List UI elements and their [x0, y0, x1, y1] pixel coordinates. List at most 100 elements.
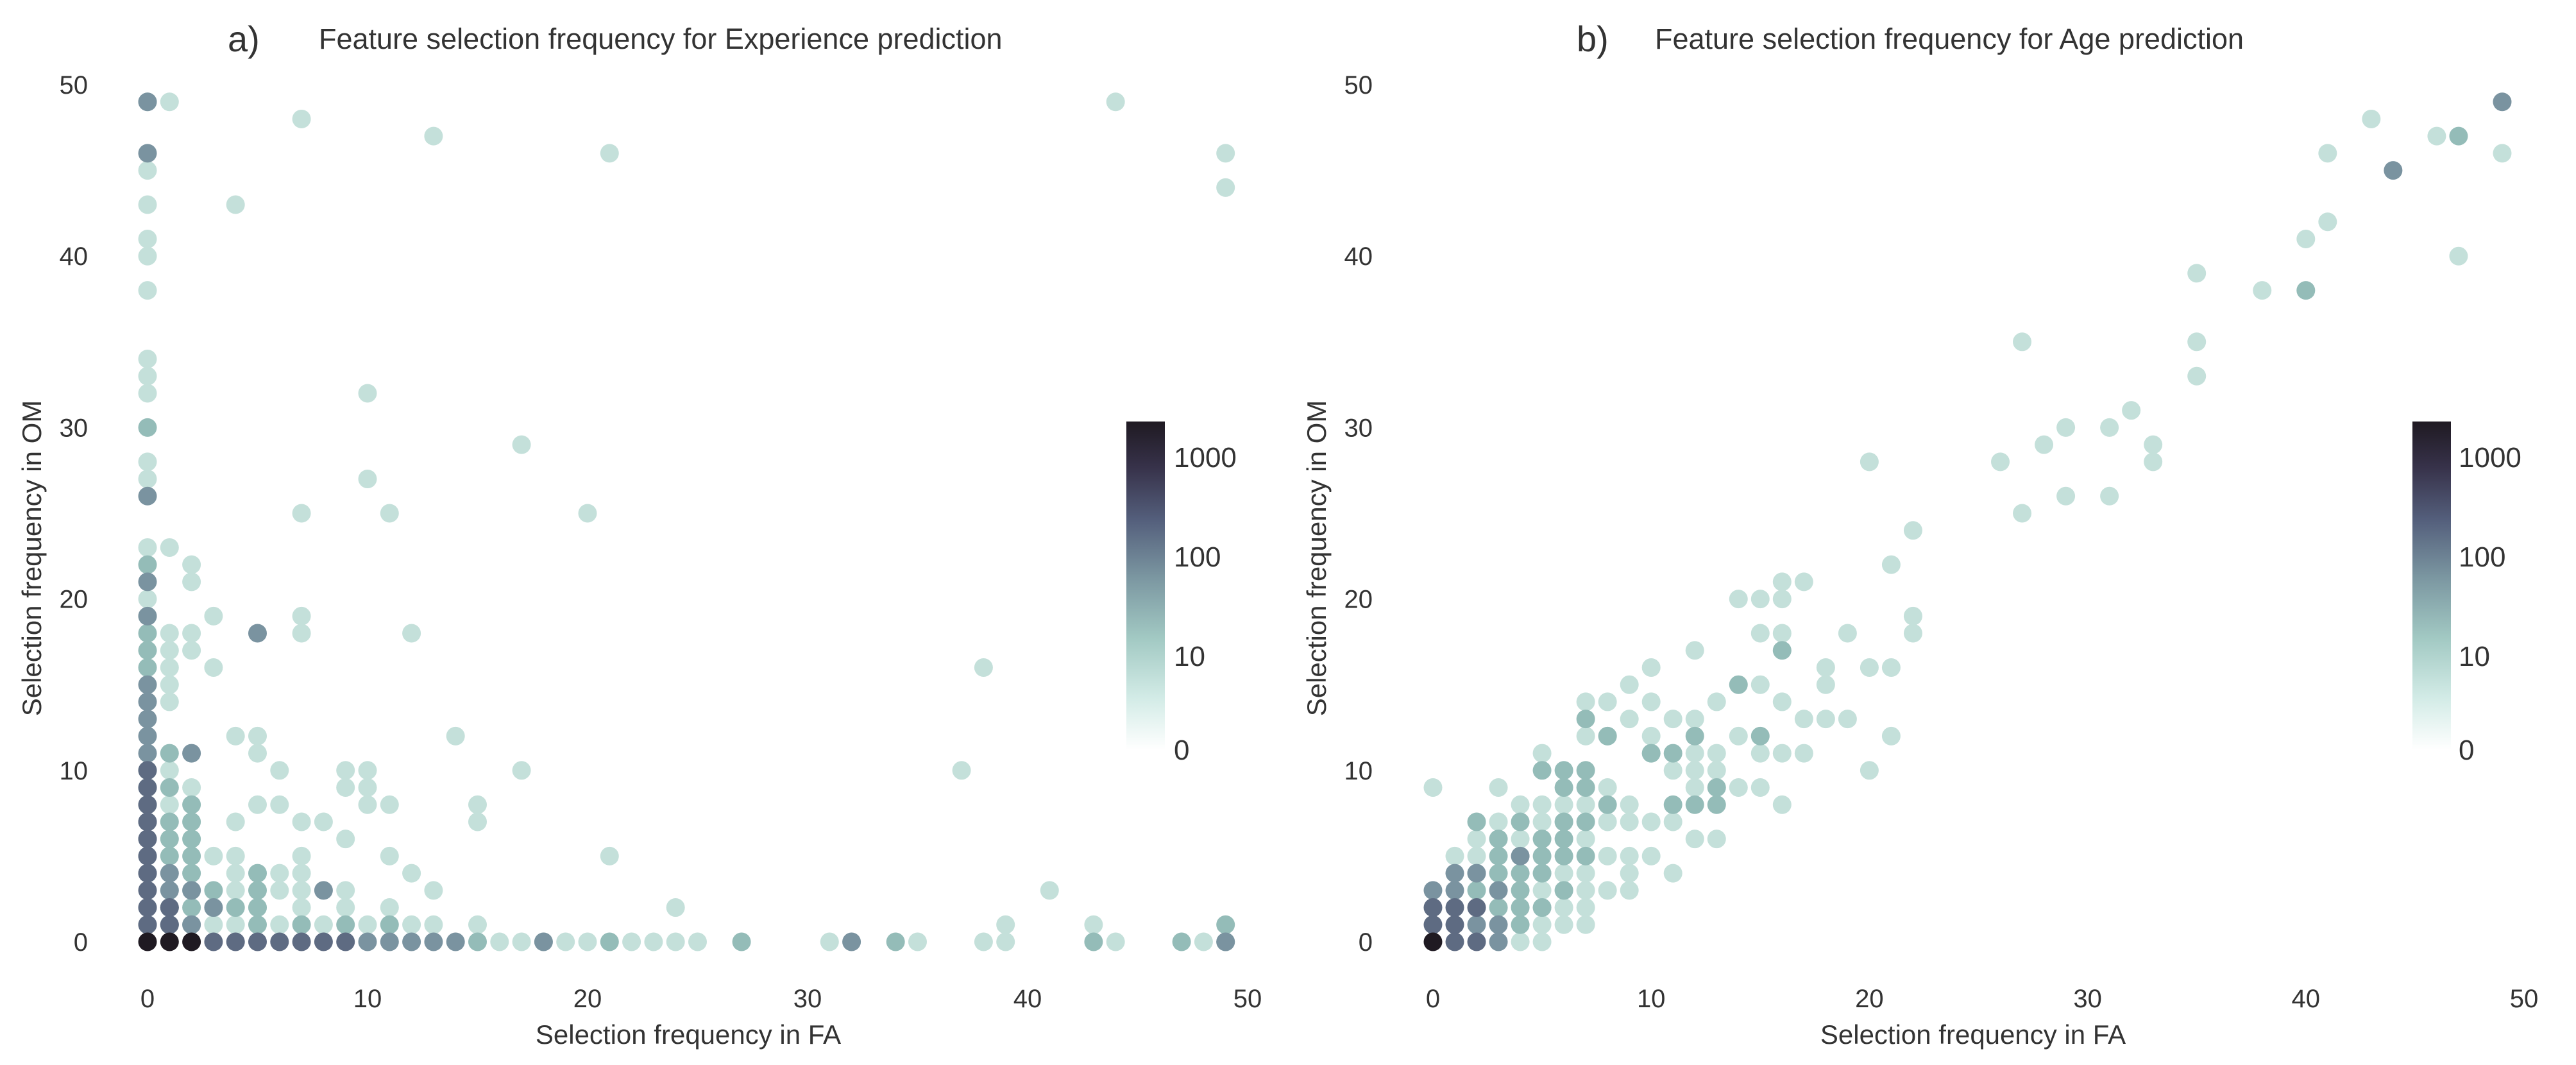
panel-b-point-s0-13 — [2056, 418, 2076, 437]
panel-a-points — [138, 92, 1235, 951]
panel-a-point-s2-6 — [138, 692, 157, 711]
panel-b-point-s0-46 — [1598, 692, 1617, 711]
panel-a-point-s0-39 — [160, 658, 179, 677]
panel-a-point-s0-52 — [512, 761, 531, 780]
panel-a-point-s3-9 — [138, 915, 157, 934]
panel-b-colorbar-label-100: 100 — [2459, 541, 2505, 573]
panel-b-point-s0-45 — [1576, 692, 1595, 711]
panel-a-point-s1-31 — [468, 932, 487, 951]
panel-a-point-s2-32 — [534, 932, 553, 951]
panel-a-point-s1-33 — [732, 932, 751, 951]
panel-b-point-s3-0 — [1423, 898, 1443, 917]
panel-b-point-s0-3 — [2318, 144, 2337, 163]
panel-b-point-s1-9 — [1685, 726, 1704, 746]
panel-b-point-s0-34 — [1903, 624, 1922, 643]
panel-a-point-s0-25 — [138, 538, 157, 557]
panel-a-point-s0-88 — [336, 898, 355, 917]
panel-b-point-s3-4 — [1467, 898, 1486, 917]
panel-a-point-s1-30 — [1216, 915, 1235, 934]
panel-b-point-s0-33 — [1838, 624, 1857, 643]
panel-a-point-s0-102 — [512, 932, 531, 951]
panel-a-point-s3-15 — [270, 932, 289, 951]
panel-b-point-s0-96 — [1620, 846, 1639, 865]
panel-b-point-s1-19 — [1598, 795, 1617, 814]
panel-a-point-s0-67 — [336, 830, 355, 849]
panel-b-point-s0-107 — [1598, 881, 1617, 900]
panel-a-point-s3-2 — [138, 795, 157, 814]
panel-a-title: Feature selection frequency for Experien… — [319, 22, 1003, 55]
panel-b-point-s1-28 — [1489, 846, 1508, 865]
panel-b-point-s0-23 — [1903, 521, 1922, 540]
panel-a-point-s0-35 — [292, 624, 311, 643]
panel-b-point-s0-57 — [1641, 726, 1661, 746]
panel-b-point-s0-31 — [1750, 624, 1770, 643]
panel-b-ytick-10: 10 — [1344, 757, 1373, 785]
panel-b-point-s0-106 — [1620, 881, 1639, 900]
panel-b-ticks: 0 10 20 30 40 50 0 10 20 30 40 50 — [1344, 71, 2539, 1013]
panel-b-point-s0-54 — [1729, 726, 1748, 746]
panel-a-point-s1-10 — [160, 812, 179, 831]
panel-b-point-s0-26 — [1794, 572, 1813, 592]
panel-a-point-s0-91 — [204, 915, 223, 934]
panel-a-xtick-40: 40 — [1013, 985, 1042, 1013]
panel-a-colorbar-label-100: 100 — [1174, 541, 1221, 573]
panel-b-point-s0-38 — [1620, 675, 1639, 694]
panel-b-xtick-10: 10 — [1637, 985, 1666, 1013]
panel-a-point-s2-28 — [380, 932, 399, 951]
panel-b-point-s1-26 — [1554, 830, 1573, 849]
panel-a-point-s0-92 — [226, 915, 245, 934]
panel-b-point-s3-2 — [1445, 898, 1464, 917]
panel-a-xtick-20: 20 — [573, 985, 602, 1013]
panel-b-point-s1-6 — [1598, 726, 1617, 746]
panel-b-point-s1-23 — [1576, 812, 1595, 831]
panel-a-xlabel: Selection frequency in FA — [536, 1019, 841, 1050]
panel-a-point-s4-1 — [160, 932, 179, 951]
panel-a-point-s0-89 — [380, 898, 399, 917]
panel-a-point-s0-73 — [226, 864, 245, 883]
panel-b-point-s2-1 — [2384, 161, 2403, 180]
panel-a-point-s2-19 — [160, 881, 179, 900]
panel-a-point-s0-23 — [380, 504, 399, 523]
panel-b-point-s0-62 — [1750, 744, 1770, 763]
panel-a-point-s0-7 — [1216, 178, 1235, 197]
panel-a-point-s0-32 — [292, 606, 311, 626]
panel-a-point-s0-47 — [248, 744, 267, 763]
panel-a-point-s4-0 — [138, 932, 157, 951]
panel-b-point-s0-63 — [1772, 744, 1792, 763]
panel-a-ytick-10: 10 — [60, 757, 89, 785]
panel-b-colorbar-label-1000: 1000 — [2459, 442, 2521, 473]
panel-b-point-s0-52 — [1838, 710, 1857, 729]
panel-a-point-s1-19 — [248, 881, 267, 900]
panel-a-point-s0-22 — [292, 504, 311, 523]
panel-a-point-s2-10 — [248, 624, 267, 643]
panel-b-point-s1-2 — [1729, 675, 1748, 694]
panel-a-point-s0-104 — [556, 932, 575, 951]
panel-b-point-s0-81 — [1620, 795, 1639, 814]
panel-b-point-s0-55 — [1881, 726, 1901, 746]
panel-a-point-s1-28 — [336, 915, 355, 934]
panel-b-point-s0-87 — [1641, 812, 1661, 831]
panel-a-point-s1-26 — [248, 915, 267, 934]
panel-b-point-s0-88 — [1663, 812, 1682, 831]
panel-a-point-s3-7 — [138, 881, 157, 900]
panel-a-point-s1-20 — [248, 898, 267, 917]
panel-a-point-s0-19 — [138, 452, 157, 472]
panel-b-point-s0-92 — [1467, 830, 1486, 849]
panel-a-xtick-50: 50 — [1233, 985, 1262, 1013]
panel-b-point-s0-6 — [2449, 246, 2468, 266]
panel-b-point-s0-65 — [1532, 744, 1552, 763]
panel-a-point-s0-95 — [358, 915, 377, 934]
panel-a-point-s0-34 — [182, 624, 201, 643]
panel-a-ytick-20: 20 — [60, 586, 89, 614]
panel-b-point-s2-9 — [1467, 915, 1486, 934]
panel-b-point-s0-104 — [1576, 864, 1595, 883]
panel-b-point-s0-11 — [2187, 366, 2207, 386]
panel-a-colorbar-label-0: 0 — [1174, 735, 1189, 766]
panel-b-point-s0-0 — [2362, 109, 2381, 128]
panel-b-point-s0-15 — [2035, 435, 2054, 454]
panel-b-point-s0-7 — [2187, 264, 2207, 283]
panel-a-point-s2-8 — [138, 726, 157, 746]
panel-b-point-s0-1 — [2427, 126, 2446, 146]
panel-b-point-s2-8 — [1489, 915, 1508, 934]
panel-a-point-s0-98 — [468, 915, 487, 934]
